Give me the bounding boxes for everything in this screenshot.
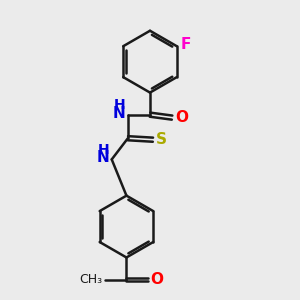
Text: O: O — [151, 272, 164, 287]
Text: F: F — [181, 37, 191, 52]
Text: H: H — [98, 143, 109, 157]
Text: O: O — [175, 110, 188, 125]
Text: S: S — [156, 132, 167, 147]
Text: H: H — [114, 98, 126, 112]
Text: CH₃: CH₃ — [79, 273, 102, 286]
Text: N: N — [97, 150, 110, 165]
Text: N: N — [113, 106, 126, 121]
